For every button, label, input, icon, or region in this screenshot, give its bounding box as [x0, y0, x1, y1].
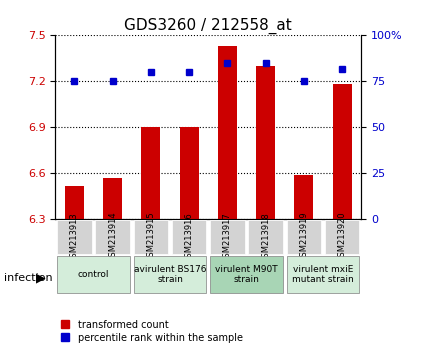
Bar: [179, 127, 198, 219]
Text: GSM213913: GSM213913: [70, 212, 79, 263]
Text: GSM213919: GSM213919: [299, 212, 309, 263]
FancyBboxPatch shape: [286, 256, 359, 293]
FancyBboxPatch shape: [248, 220, 283, 254]
Bar: [294, 175, 313, 219]
Text: virulent M90T
strain: virulent M90T strain: [215, 265, 278, 284]
FancyBboxPatch shape: [57, 220, 92, 254]
Text: GSM213915: GSM213915: [146, 212, 156, 263]
FancyBboxPatch shape: [133, 220, 168, 254]
Text: avirulent BS176
strain: avirulent BS176 strain: [134, 265, 206, 284]
Bar: [141, 127, 160, 219]
FancyBboxPatch shape: [325, 220, 360, 254]
FancyBboxPatch shape: [95, 220, 130, 254]
Bar: [103, 178, 122, 219]
Bar: [218, 46, 237, 219]
Bar: [332, 85, 351, 219]
Text: GSM213914: GSM213914: [108, 212, 117, 263]
Bar: [65, 186, 84, 219]
Text: virulent mxiE
mutant strain: virulent mxiE mutant strain: [292, 265, 354, 284]
Text: GSM213920: GSM213920: [337, 212, 347, 263]
FancyBboxPatch shape: [57, 256, 130, 293]
Text: infection: infection: [4, 273, 53, 283]
Text: control: control: [78, 270, 109, 279]
Text: ▶: ▶: [36, 272, 46, 284]
FancyBboxPatch shape: [286, 220, 321, 254]
Title: GDS3260 / 212558_at: GDS3260 / 212558_at: [125, 18, 292, 34]
Legend: transformed count, percentile rank within the sample: transformed count, percentile rank withi…: [60, 320, 243, 343]
FancyBboxPatch shape: [210, 220, 245, 254]
Text: GSM213916: GSM213916: [184, 212, 194, 263]
FancyBboxPatch shape: [172, 220, 206, 254]
Text: GSM213918: GSM213918: [261, 212, 270, 263]
Bar: [256, 66, 275, 219]
Text: GSM213917: GSM213917: [223, 212, 232, 263]
FancyBboxPatch shape: [210, 256, 283, 293]
FancyBboxPatch shape: [133, 256, 207, 293]
